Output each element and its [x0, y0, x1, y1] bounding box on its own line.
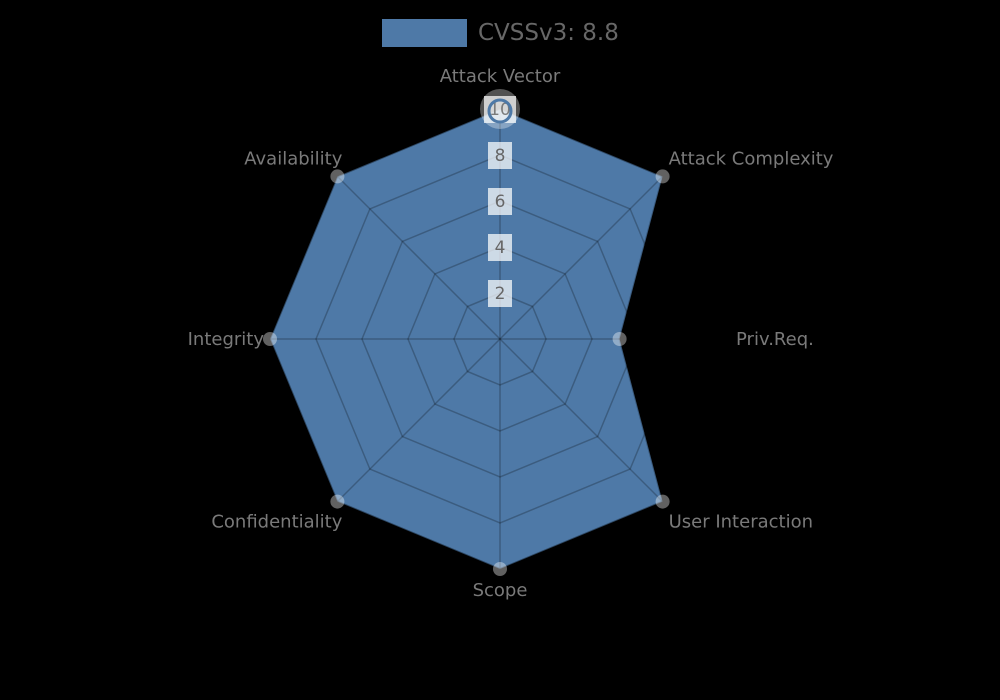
tick-label-6: 6: [495, 192, 506, 212]
data-point-marker-availability[interactable]: [330, 169, 345, 184]
tick-label-4: 4: [495, 238, 506, 258]
data-point-marker-attack-complexity[interactable]: [655, 169, 670, 184]
axis-label-scope: Scope: [473, 580, 528, 601]
data-point-marker-user-interaction[interactable]: [655, 494, 670, 509]
axis-label-availability: Availability: [244, 148, 342, 169]
data-point-marker-scope[interactable]: [493, 562, 507, 576]
tick-backdrop: [488, 188, 512, 215]
grid-ring: [407, 246, 593, 432]
highlighted-point-marker-attack-vector[interactable]: [487, 98, 513, 124]
grid-ring: [315, 154, 685, 524]
legend[interactable]: CVSSv3: 8.8: [382, 19, 619, 47]
tick-backdrop: [488, 280, 512, 307]
tick-label-8: 8: [495, 146, 506, 166]
axis-label-attack-vector: Attack Vector: [440, 66, 561, 87]
grid-ring: [269, 108, 731, 570]
grid-ring: [361, 200, 639, 478]
grid-spoke: [336, 175, 501, 340]
radar-data-polygon: [269, 108, 664, 570]
tick-label-2: 2: [495, 284, 506, 304]
axis-label-priv-req: Priv.Req.: [736, 329, 814, 350]
grid-spoke: [499, 175, 664, 340]
axis-label-attack-complexity: Attack Complexity: [669, 148, 834, 169]
axis-label-integrity: Integrity: [188, 329, 265, 350]
legend-swatch: [382, 19, 467, 47]
tick-label-10: 10: [489, 100, 511, 120]
axis-label-confidentiality: Confidentiality: [211, 512, 342, 533]
data-point-marker-confidentiality[interactable]: [330, 494, 345, 509]
axis-label-user-interaction: User Interaction: [669, 512, 813, 533]
tick-backdrop: [488, 142, 512, 169]
data-point-marker-integrity[interactable]: [263, 332, 277, 346]
legend-label: CVSSv3: 8.8: [478, 20, 619, 46]
tick-backdrop: [488, 234, 512, 261]
grid-spoke: [499, 338, 664, 503]
data-point-marker-priv-req[interactable]: [612, 332, 627, 346]
grid-ring: [453, 292, 547, 386]
grid-spoke: [336, 338, 501, 503]
